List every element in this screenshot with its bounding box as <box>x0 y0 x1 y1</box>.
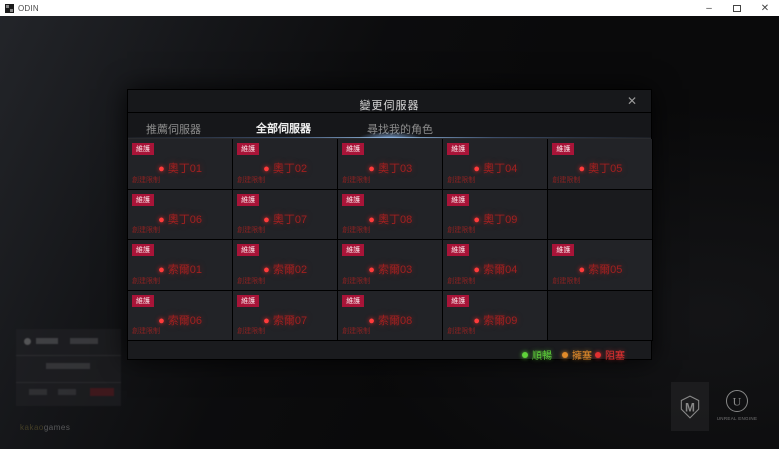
svg-text:M: M <box>685 400 695 414</box>
svg-text:U: U <box>733 395 742 409</box>
